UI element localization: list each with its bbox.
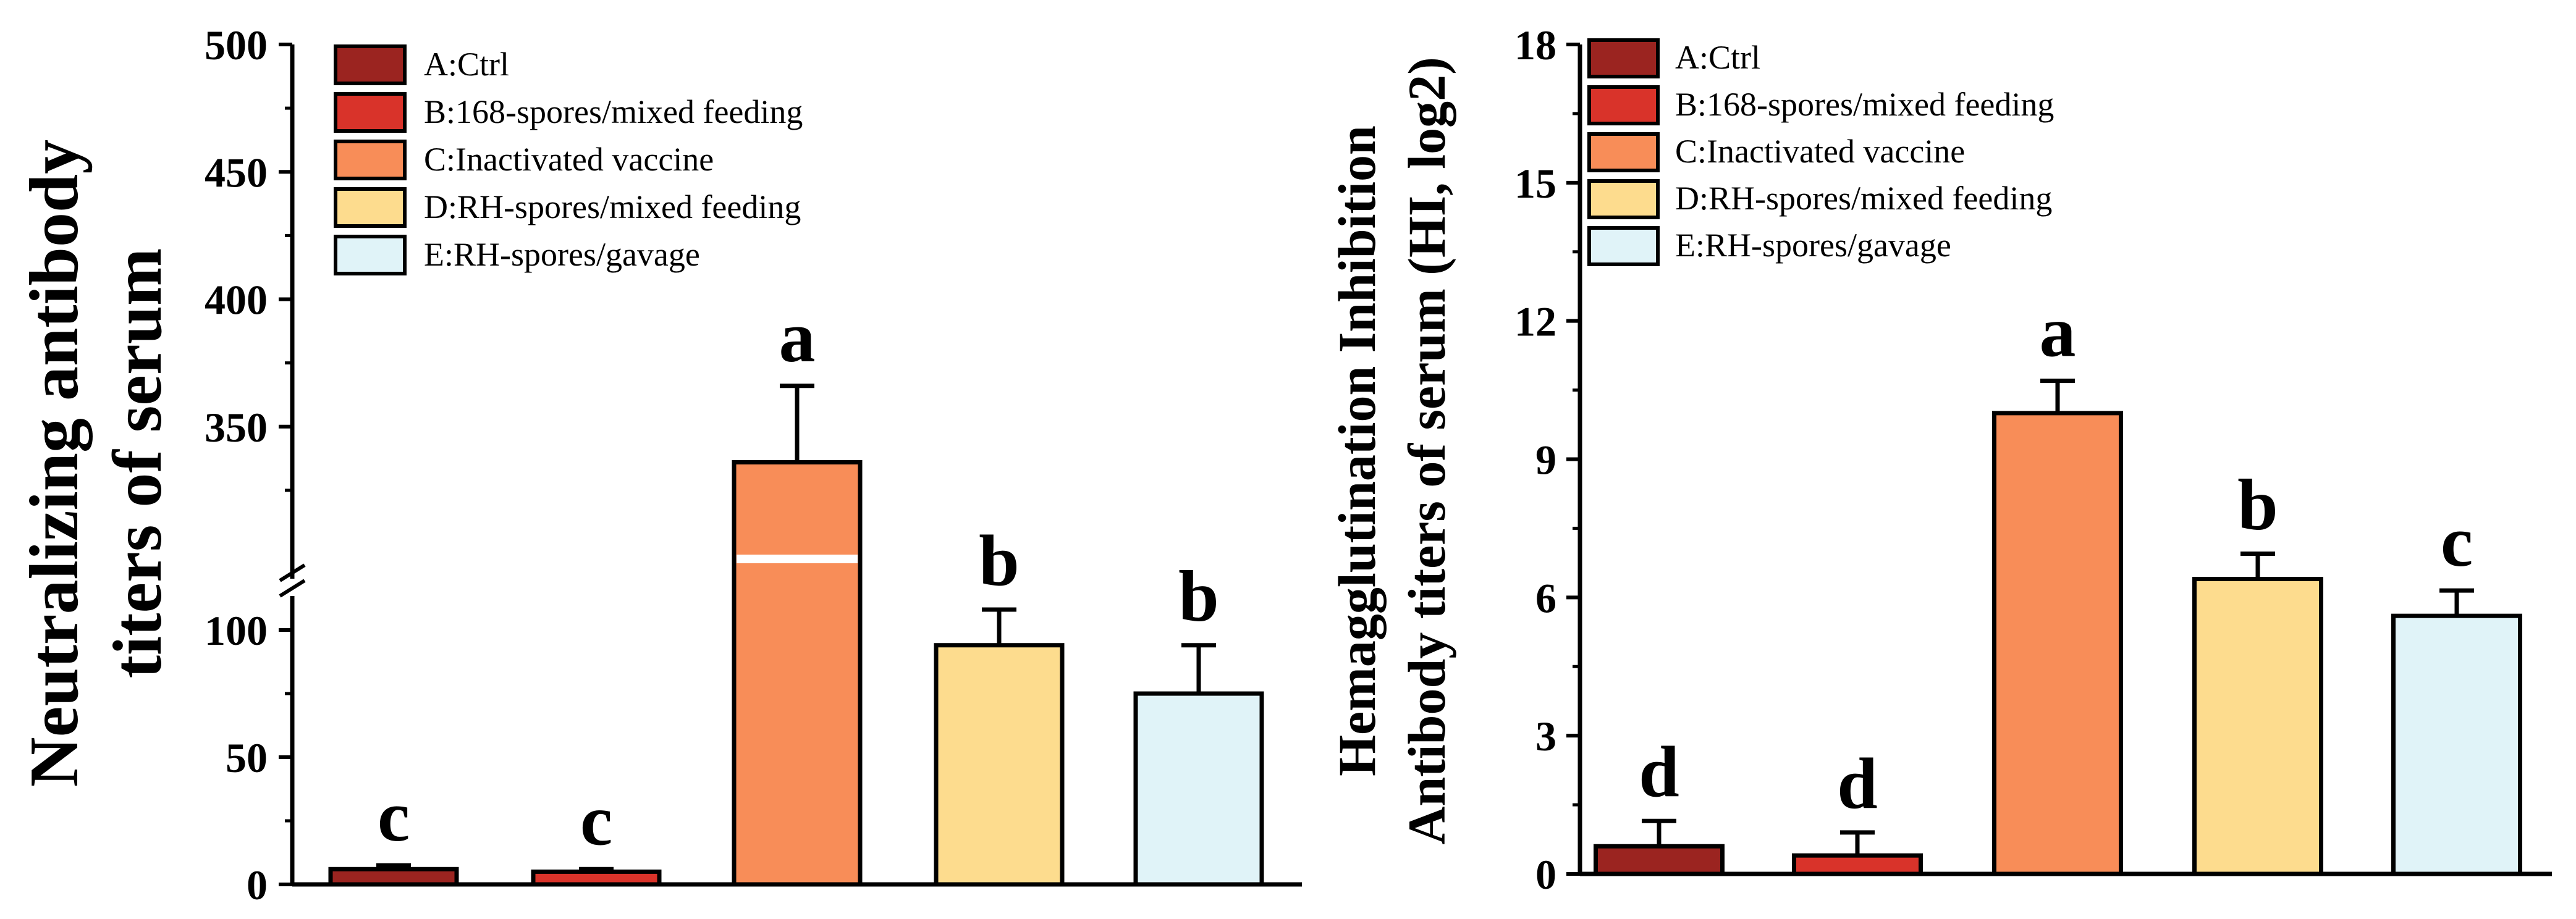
chart1-legend-swatch — [334, 92, 407, 133]
chart1-legend-swatch — [334, 140, 407, 180]
chart2-significance-letter: c — [2441, 501, 2473, 582]
chart2-bar-A — [1594, 844, 1725, 876]
chart1-y-tick-label: 100 — [205, 607, 268, 654]
chart1-y-tick-label: 0 — [247, 862, 268, 909]
chart1-significance-letter: a — [779, 296, 816, 377]
chart1-axis-break-mark — [279, 563, 306, 582]
chart2-y-tick-label: 18 — [1514, 22, 1556, 69]
chart2-legend-swatch — [1587, 179, 1660, 219]
chart1-significance-letter: b — [1178, 556, 1219, 637]
chart1-bar-E — [1133, 691, 1264, 887]
chart2-legend-label: C:Inactivated vaccine — [1675, 133, 1965, 170]
chart2-y-tick-label: 0 — [1535, 851, 1556, 898]
chart2-legend-label: E:RH-spores/gavage — [1675, 227, 1951, 264]
chart2-y-tick-label: 6 — [1535, 574, 1556, 621]
chart1-ylabel-line1: Neutralizing antibody — [16, 140, 93, 787]
chart1-bar-B — [531, 869, 662, 887]
chart1-bar-C — [732, 460, 863, 887]
chart1-significance-letter: c — [378, 776, 410, 857]
chart1-legend-swatch — [334, 44, 407, 85]
chart2-bar-B — [1792, 853, 1923, 876]
chart2-ylabel-line2: Antibody titers of serum (HI, log2) — [1397, 57, 1456, 845]
chart2-significance-letter: b — [2237, 464, 2278, 545]
chart2-y-tick-label: 9 — [1535, 437, 1556, 484]
chart1-legend-label: D:RH-spores/mixed feeding — [424, 188, 801, 225]
chart1-bar-A — [328, 867, 459, 887]
chart2-significance-letter: d — [1639, 731, 1679, 812]
chart1-y-tick-label: 450 — [205, 149, 268, 196]
chart2-legend-label: A:Ctrl — [1675, 39, 1760, 76]
chart1-y-tick-label: 50 — [226, 734, 268, 781]
chart2-legend-swatch — [1587, 38, 1660, 78]
chart2-bar-E — [2391, 613, 2522, 876]
chart2-significance-letter: d — [1837, 743, 1878, 824]
chart1-legend-label: E:RH-spores/gavage — [424, 236, 700, 273]
chart1-bar-break-gap — [737, 555, 858, 563]
chart2-y-tick-label: 3 — [1535, 713, 1556, 760]
chart2-legend-swatch — [1587, 132, 1660, 172]
chart1-legend-label: A:Ctrl — [424, 46, 509, 83]
chart1-legend-swatch — [334, 235, 407, 275]
chart1-legend-label: B:168-spores/mixed feeding — [424, 93, 803, 130]
chart1-y-tick-label: 400 — [205, 277, 268, 324]
chart1-axis-break-mark — [279, 579, 306, 598]
chart2-legend-label: D:RH-spores/mixed feeding — [1675, 180, 2052, 217]
chart2-legend-swatch — [1587, 226, 1660, 266]
chart1-y-tick-label: 500 — [205, 22, 268, 69]
chart2-significance-letter: a — [2040, 292, 2076, 372]
chart2-ylabel-line1: Hemagglutination Inhibition — [1327, 125, 1387, 776]
chart2-y-tick-label: 15 — [1514, 160, 1556, 207]
chart2-bar-D — [2192, 576, 2323, 876]
chart2-y-tick-label: 12 — [1514, 298, 1556, 345]
chart2-legend-swatch — [1587, 85, 1660, 125]
chart1-legend-label: C:Inactivated vaccine — [424, 141, 714, 178]
chart2-legend-label: B:168-spores/mixed feeding — [1675, 86, 2054, 123]
chart1-ylabel-line2: titers of serum — [99, 248, 176, 679]
chart1-significance-letter: b — [979, 520, 1020, 601]
chart1-bar-D — [934, 643, 1065, 887]
chart1-legend-swatch — [334, 187, 407, 228]
neutralizing-antibody-chart: Neutralizing antibody titers of serum 0 5… — [16, 22, 1302, 909]
chart2-bar-C — [1992, 411, 2123, 876]
chart1-y-tick-label: 350 — [205, 404, 268, 451]
hemagglutination-inhibition-chart: Hemagglutination Inhibition Antibody tit… — [1327, 22, 2552, 898]
chart1-significance-letter: c — [580, 779, 612, 860]
